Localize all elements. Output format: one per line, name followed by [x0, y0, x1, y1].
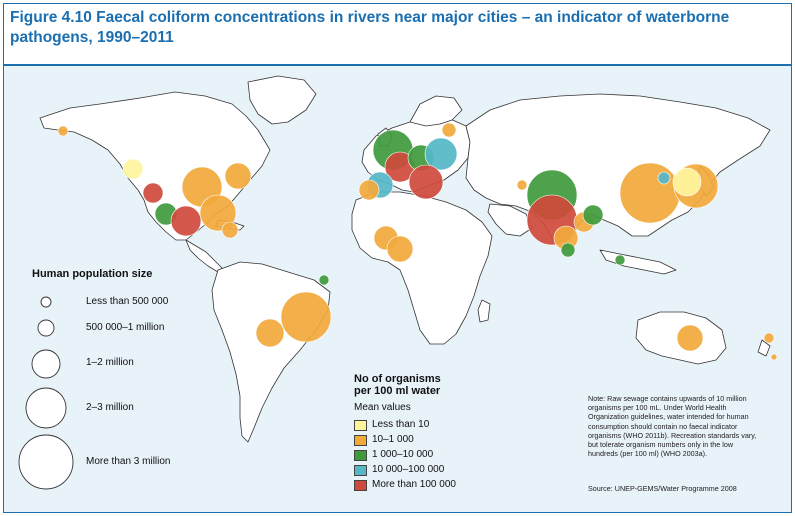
population-circle-s [37, 319, 55, 337]
concentration-legend-item: More than 100 000 [372, 479, 456, 490]
city-bubble-new-zealand-south [770, 353, 778, 361]
concentration-legend-item: 10 000–100 000 [372, 464, 445, 475]
concentration-legend-item: 1 000–10 000 [372, 449, 434, 460]
city-bubble-sri-lanka [560, 242, 576, 258]
population-legend-item: 2–3 million [86, 402, 134, 413]
concentration-legend-subtitle: Mean values [354, 402, 411, 413]
city-bubble-east-china [619, 162, 681, 224]
scandinavia-landmass [409, 95, 463, 127]
central-america-landmass [185, 239, 223, 273]
legend-swatch-green [354, 450, 367, 461]
population-circle-xl [18, 434, 74, 490]
city-bubble-morocco [358, 179, 380, 201]
city-bubbles [57, 122, 778, 361]
figure-note: Note: Raw sewage contains upwards of 10 … [588, 394, 757, 459]
figure-title: Figure 4.10 Faecal coliform concentratio… [10, 9, 730, 46]
madagascar-landmass [477, 299, 491, 323]
city-bubble-australia [676, 324, 704, 352]
figure-source: Source: UNEP-GEMS/Water Programme 2008 [588, 484, 737, 493]
city-bubble-buenos-aires [255, 318, 285, 348]
legend-swatch-orange [354, 435, 367, 446]
city-bubble-middle-east [516, 179, 528, 191]
city-bubble-japan-small [672, 167, 702, 197]
concentration-legend-item: Less than 10 [372, 419, 430, 430]
population-circle-xs [40, 296, 52, 308]
city-bubble-mexico-city [170, 205, 202, 237]
population-circle-l [25, 387, 67, 429]
legend-swatch-teal [354, 465, 367, 476]
title-rule [4, 64, 791, 66]
population-legend-item: 500 000–1 million [86, 322, 165, 333]
city-bubble-alaska [57, 125, 69, 137]
city-bubble-northeast-brazil [318, 274, 330, 286]
city-bubble-italy [408, 164, 444, 200]
population-legend-item: 1–2 million [86, 357, 134, 368]
new-zealand-landmass [757, 339, 771, 357]
city-bubble-nigeria [386, 235, 414, 263]
africa-landmass [351, 191, 493, 345]
legend-swatch-red [354, 480, 367, 491]
population-legend-item: Less than 500 000 [86, 296, 169, 307]
city-bubble-caribbean [221, 221, 239, 239]
population-legend-item: More than 3 million [86, 456, 171, 467]
concentration-legend-item: 10–1 000 [372, 434, 414, 445]
city-bubble-san-francisco [142, 182, 164, 204]
arabian-peninsula [487, 203, 533, 237]
city-bubble-sao-paulo [280, 291, 332, 343]
population-circle-m [31, 349, 61, 379]
concentration-legend-title-line2: per 100 ml water [354, 385, 441, 397]
city-bubble-montreal [224, 162, 252, 190]
city-bubble-gulf [199, 194, 237, 232]
city-bubble-scandinavia [441, 122, 457, 138]
city-bubble-malaysia [614, 254, 626, 266]
city-bubble-new-zealand [763, 332, 775, 344]
legend-swatch-yellow [354, 420, 367, 431]
city-bubble-indochina [582, 204, 604, 226]
city-bubble-vancouver [122, 158, 144, 180]
greenland-landmass [247, 75, 317, 125]
southeast-asia-islands [599, 249, 677, 275]
south-america-landmass [211, 261, 331, 443]
population-legend-title: Human population size [32, 268, 153, 280]
city-bubble-korea [657, 171, 671, 185]
population-legend-circles [18, 296, 74, 490]
city-bubble-central-europe [424, 137, 458, 171]
concentration-legend-title-line1: No of organisms [354, 373, 441, 385]
